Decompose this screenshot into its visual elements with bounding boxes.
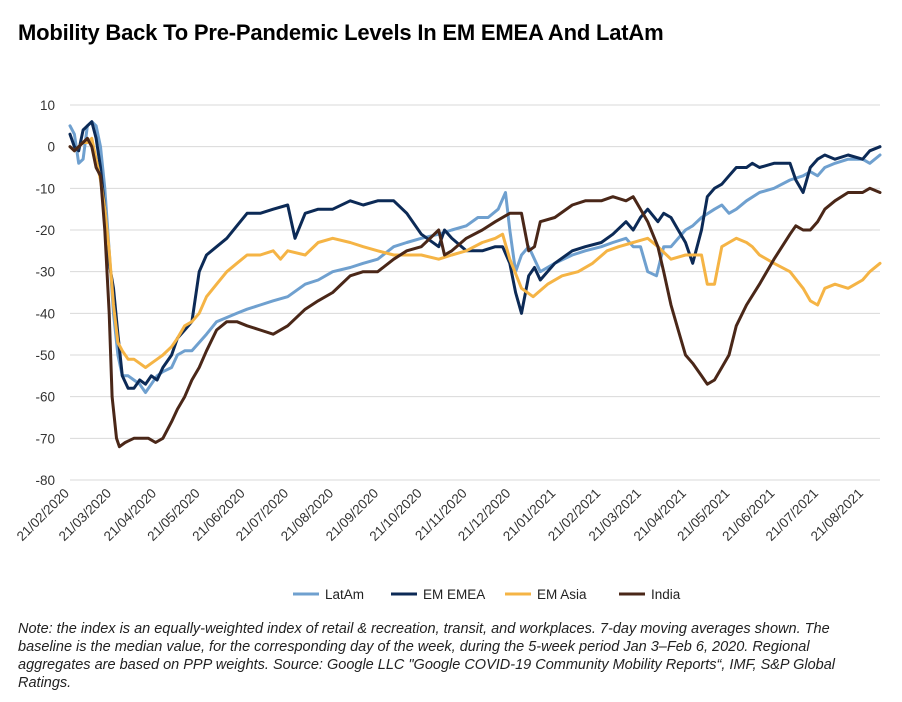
legend-item-em-emea: EM EMEA [391,587,485,602]
legend-item-india: India [619,587,681,602]
y-tick-label: 0 [47,140,55,155]
y-tick-label: -50 [35,348,55,363]
legend-item-em-asia: EM Asia [505,587,587,602]
y-tick-label: 10 [40,98,55,113]
series-line-india [68,136,882,449]
series-lines [68,120,882,449]
line-chart: 10 0 -10 -20 -30 -40 -50 -60 -70 -80 21/02/202021… [14,98,882,602]
legend-label: India [651,587,681,602]
y-tick-label: -80 [35,473,55,488]
y-tick-label: -30 [35,265,55,280]
legend: LatAm EM EMEA EM Asia India [293,587,681,602]
legend-label: EM Asia [537,587,587,602]
y-tick-label: -60 [35,390,55,405]
x-axis-tick-labels: 21/02/202021/03/202021/04/202021/05/2020… [14,486,866,544]
y-tick-label: -10 [35,181,55,196]
legend-label: LatAm [325,587,364,602]
y-tick-label: -40 [35,306,55,321]
y-tick-label: -20 [35,223,55,238]
legend-label: EM EMEA [423,587,485,602]
y-axis-tick-labels: 10 0 -10 -20 -30 -40 -50 -60 -70 -80 [35,98,55,488]
series-line-latam [68,120,882,394]
chart-note: Note: the index is an equally-weighted i… [18,621,835,691]
series-line-em-asia [68,136,882,369]
grid-lines [70,104,880,481]
legend-item-latam: LatAm [293,587,364,602]
y-tick-label: -70 [35,431,55,446]
chart-title: Mobility Back To Pre-Pandemic Levels In … [18,20,664,45]
